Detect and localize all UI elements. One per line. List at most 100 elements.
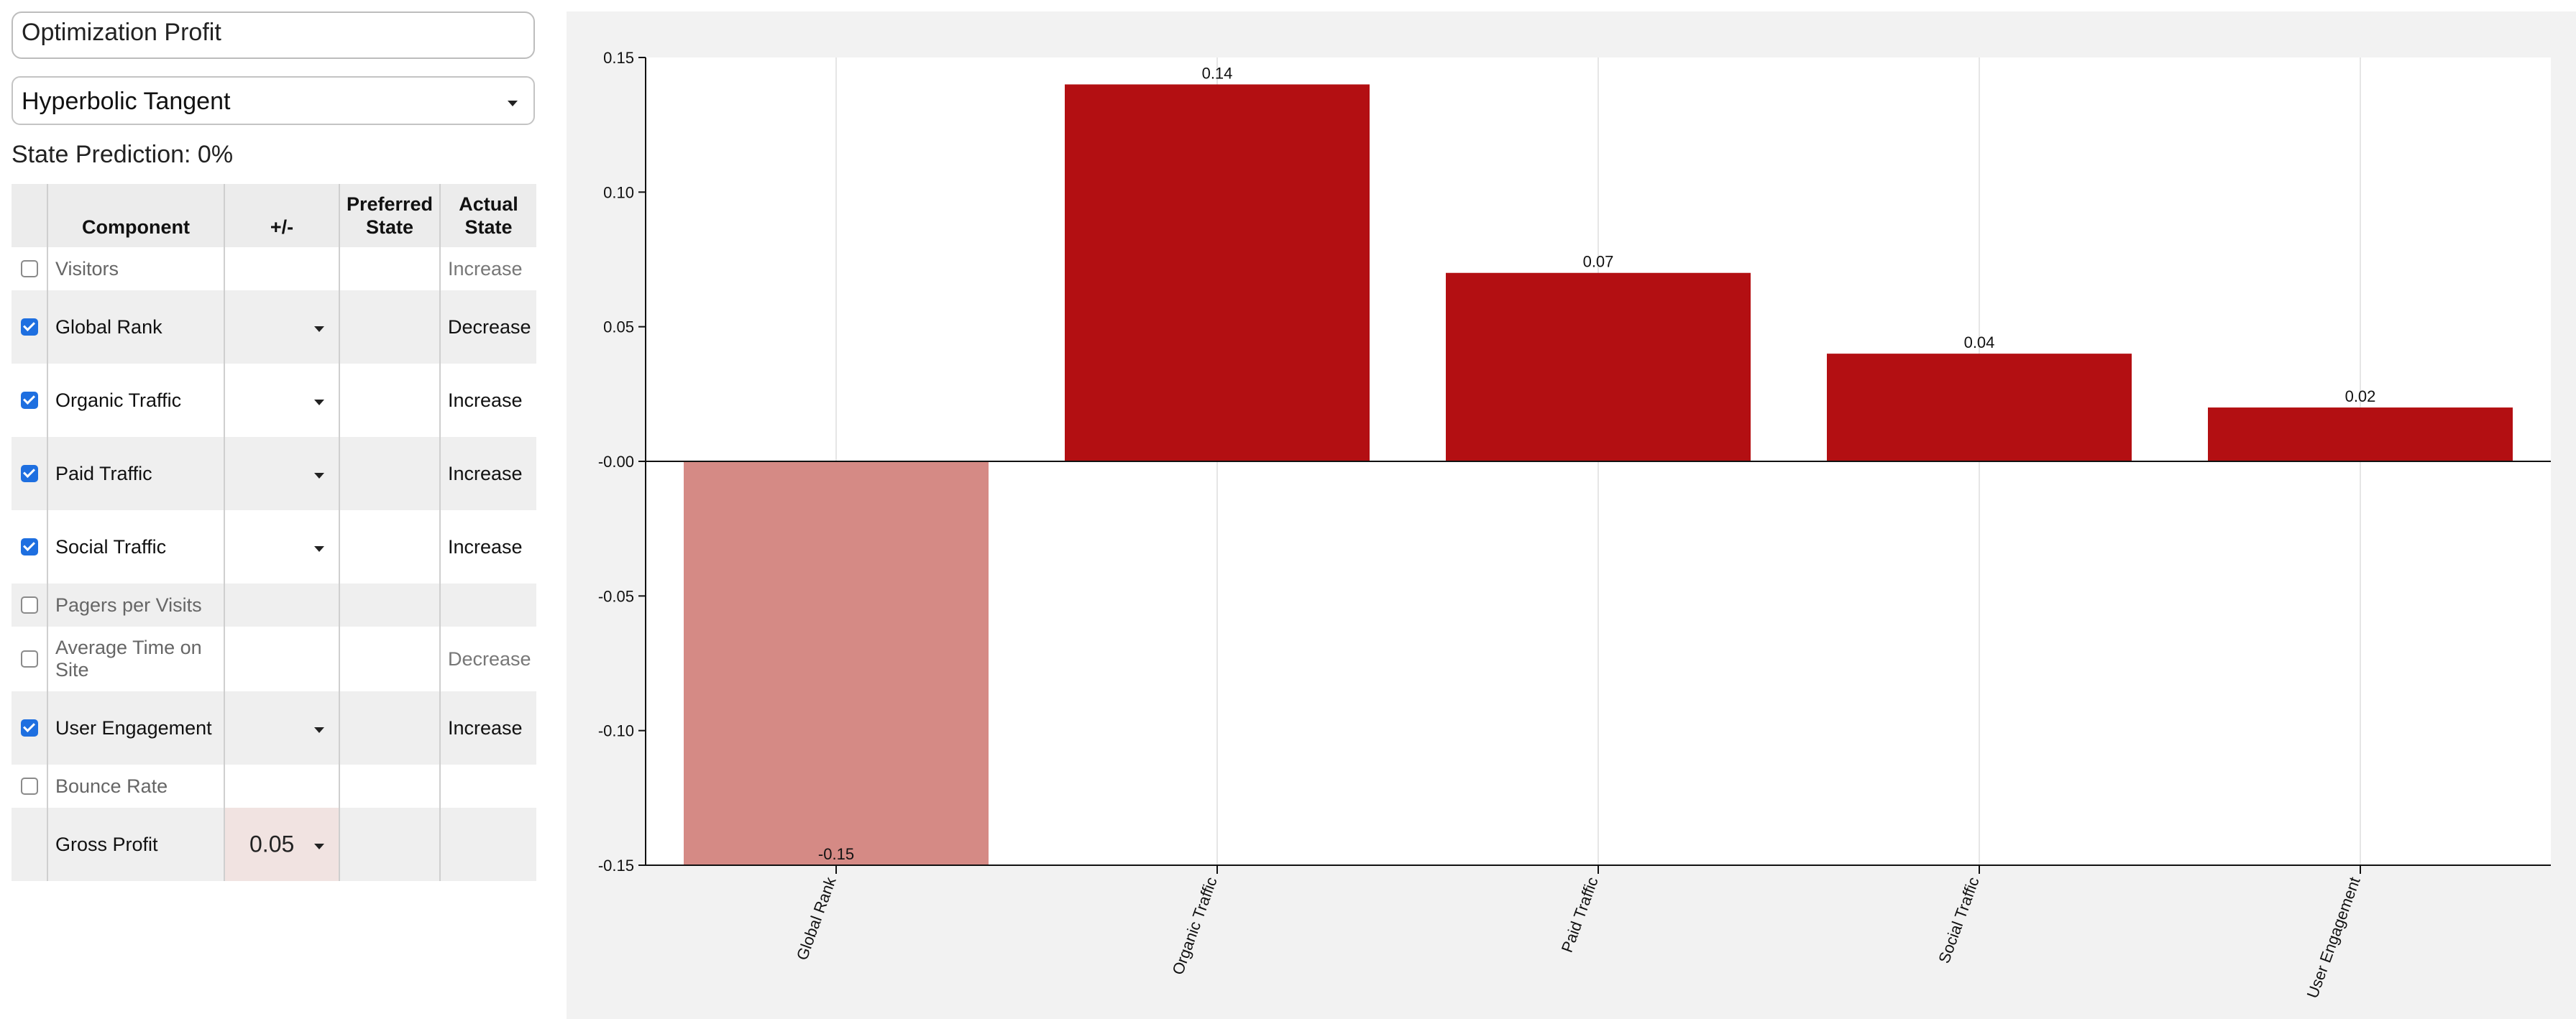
bar-value-label: -0.15 — [818, 845, 854, 863]
preferred-state-cell — [339, 627, 441, 691]
direction-dropdown-cell[interactable] — [224, 691, 340, 765]
preferred-state-cell — [339, 584, 441, 627]
y-tick-label: -0.05 — [598, 587, 634, 605]
direction-dropdown-cell — [224, 247, 340, 290]
component-name: Gross Profit — [47, 808, 225, 881]
direction-dropdown-cell[interactable] — [224, 510, 340, 584]
bar[interactable] — [1446, 272, 1751, 461]
header-actual-line2: State — [464, 216, 513, 238]
x-tick-label: Global Rank — [793, 874, 840, 962]
bar[interactable] — [684, 461, 989, 865]
row-select-cell — [12, 627, 48, 691]
table-row: Global Rank Decrease — [12, 290, 536, 364]
row-select-cell — [12, 290, 48, 364]
table-row: Pagers per Visits — [12, 584, 536, 627]
component-name: User Engagement — [47, 691, 225, 765]
gross-profit-value[interactable]: 0.05 — [249, 831, 295, 857]
x-tick-label: User Engagement — [2304, 875, 2364, 1000]
row-select-cell — [12, 691, 48, 765]
bar-value-label: 0.02 — [2345, 387, 2376, 405]
bar-value-label: 0.14 — [1202, 64, 1233, 82]
header-component: Component — [47, 184, 225, 247]
row-select-cell — [12, 765, 48, 808]
state-prediction-label: State Prediction: 0% — [12, 141, 234, 168]
table-row: Paid Traffic Increase — [12, 437, 536, 510]
chart-panel: -0.15 0.14 0.07 0.04 0.02 0.15 0.10 0.05 -0.00 -0… — [567, 11, 2576, 1019]
component-checkbox[interactable] — [20, 538, 38, 555]
bar-chart: -0.15 0.14 0.07 0.04 0.02 0.15 0.10 0.05 -0.00 -0… — [598, 49, 2551, 1000]
direction-dropdown-cell[interactable] — [224, 290, 340, 364]
caret-down-icon[interactable] — [314, 727, 324, 733]
direction-dropdown-cell — [224, 765, 340, 808]
component-table: Component +/- Preferred State Actual State… — [12, 184, 536, 881]
direction-dropdown-cell — [224, 584, 340, 627]
row-select-cell — [12, 437, 48, 510]
table-body: Visitors Increase Global Rank Decrease Organ… — [12, 247, 536, 881]
caret-down-icon[interactable] — [314, 844, 324, 849]
bar[interactable] — [1065, 84, 1370, 461]
activation-function-select[interactable]: Hyperbolic Tangent — [12, 76, 535, 125]
x-tick-label: Social Traffic — [1935, 875, 1982, 966]
direction-dropdown-cell[interactable] — [224, 364, 340, 437]
preferred-state-cell — [339, 290, 441, 364]
caret-down-icon[interactable] — [314, 473, 324, 479]
preferred-state-cell — [339, 808, 441, 881]
row-select-cell — [12, 584, 48, 627]
actual-state-cell: Decrease — [448, 647, 531, 670]
row-select-cell — [12, 364, 48, 437]
header-preferred-line1: Preferred — [346, 193, 434, 215]
header-preferred-state: Preferred State — [339, 184, 441, 247]
actual-state-cell — [440, 808, 536, 881]
component-name: Global Rank — [47, 290, 225, 364]
component-checkbox[interactable] — [20, 596, 38, 614]
y-tick-label: -0.15 — [598, 857, 634, 875]
caret-down-icon[interactable] — [314, 546, 324, 552]
component-name: Average Time on Site — [47, 627, 225, 691]
caret-down-icon[interactable] — [314, 400, 324, 405]
y-tick-label: 0.15 — [603, 49, 634, 67]
actual-state-cell: Increase — [448, 389, 523, 411]
component-name: Organic Traffic — [47, 364, 225, 437]
component-name: Paid Traffic — [47, 437, 225, 510]
bar[interactable] — [1827, 354, 2132, 461]
direction-dropdown-cell — [224, 627, 340, 691]
x-tick-label: Organic Traffic — [1168, 875, 1220, 977]
bar[interactable] — [2208, 407, 2513, 461]
actual-state-cell — [440, 765, 536, 808]
component-checkbox[interactable] — [20, 650, 38, 668]
component-checkbox[interactable] — [20, 465, 38, 482]
preferred-state-cell — [339, 364, 441, 437]
row-select-cell — [12, 247, 48, 290]
component-name: Bounce Rate — [47, 765, 225, 808]
preferred-state-cell — [339, 765, 441, 808]
preferred-state-cell — [339, 437, 441, 510]
component-checkbox[interactable] — [20, 719, 38, 737]
direction-dropdown-cell[interactable]: 0.05 — [224, 808, 340, 881]
component-checkbox[interactable] — [20, 260, 38, 277]
bar-value-label: 0.07 — [1583, 253, 1614, 271]
component-name: Visitors — [47, 247, 225, 290]
model-title-field[interactable]: Optimization Profit — [12, 11, 535, 59]
actual-state-cell: Increase — [440, 691, 536, 765]
table-row: Organic Traffic Increase — [12, 364, 536, 437]
component-checkbox[interactable] — [20, 778, 38, 795]
component-checkbox[interactable] — [20, 392, 38, 409]
header-preferred-line2: State — [365, 216, 414, 238]
table-row: Average Time on Site Decrease — [12, 627, 536, 691]
preferred-state-cell — [339, 510, 441, 584]
bar-value-label: 0.04 — [1964, 333, 1995, 351]
actual-state-cell: Increase — [440, 437, 536, 510]
preferred-state-cell — [339, 691, 441, 765]
component-name: Pagers per Visits — [47, 584, 225, 627]
direction-dropdown-cell[interactable] — [224, 437, 340, 510]
actual-state-cell: Increase — [448, 257, 523, 280]
y-tick-label: 0.05 — [603, 318, 634, 336]
activation-function-value: Hyperbolic Tangent — [22, 88, 231, 115]
caret-down-icon[interactable] — [314, 326, 324, 332]
header-plus-minus: +/- — [224, 184, 340, 247]
component-name: Social Traffic — [47, 510, 225, 584]
preferred-state-cell — [339, 247, 441, 290]
component-checkbox[interactable] — [20, 318, 38, 336]
y-tick-label: -0.10 — [598, 722, 634, 740]
row-select-cell — [12, 808, 48, 881]
